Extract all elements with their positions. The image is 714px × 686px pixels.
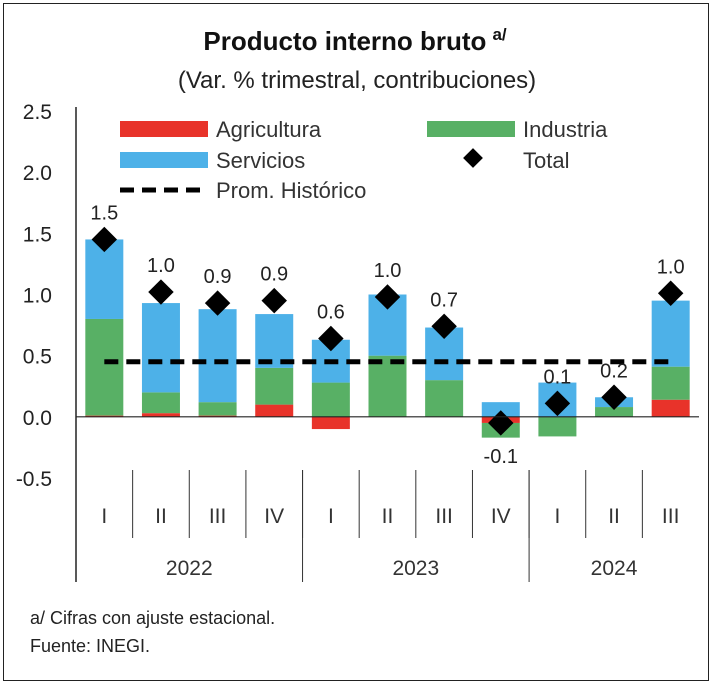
bar-servicios bbox=[651, 300, 690, 367]
x-category-label: I bbox=[554, 505, 560, 528]
total-data-label: 0.9 bbox=[204, 266, 232, 288]
x-category-label: I bbox=[101, 505, 107, 528]
bar-agricultura bbox=[198, 415, 237, 417]
total-marker bbox=[601, 384, 627, 410]
total-marker bbox=[318, 325, 344, 352]
total-data-label: 0.7 bbox=[430, 289, 458, 311]
total-marker bbox=[657, 280, 684, 307]
x-category-label: II bbox=[608, 505, 620, 528]
legend-label-servicios: Servicios bbox=[216, 148, 305, 173]
total-data-label: 0.6 bbox=[317, 302, 345, 324]
bar-agricultura bbox=[651, 399, 690, 417]
total-data-label: 1.0 bbox=[147, 255, 175, 277]
legend-label-promedio: Prom. Histórico bbox=[216, 178, 366, 203]
chart-title-text: Producto interno bruto bbox=[203, 26, 486, 56]
total-data-label: 1.0 bbox=[657, 256, 685, 278]
chart-title: Producto interno bruto a/ bbox=[203, 25, 507, 56]
bar-servicios bbox=[255, 314, 294, 368]
legend-label-agricultura: Agricultura bbox=[216, 117, 322, 142]
legend-swatch-servicios bbox=[120, 152, 208, 168]
bar-layer bbox=[85, 239, 690, 438]
bar-industria bbox=[538, 416, 577, 437]
year-label: 2022 bbox=[166, 557, 213, 580]
total-marker bbox=[374, 284, 401, 310]
footnote: a/ Cifras con ajuste estacional. bbox=[30, 608, 275, 628]
bar-industria bbox=[595, 407, 634, 417]
y-tick-label: -0.5 bbox=[16, 468, 52, 491]
bar-servicios bbox=[198, 309, 237, 403]
bar-agricultura bbox=[255, 404, 294, 417]
total-data-label: 0.9 bbox=[260, 264, 288, 286]
total-data-label: -0.1 bbox=[484, 446, 518, 468]
axis-layer: 2.52.01.51.00.50.0-0.5I II III IV I II III IV I I… bbox=[16, 101, 699, 582]
legend-swatch-industria bbox=[427, 121, 515, 137]
source-note: Fuente: INEGI. bbox=[30, 636, 150, 656]
legend-marker-total-icon bbox=[463, 148, 483, 168]
bar-industria bbox=[311, 382, 350, 417]
total-marker bbox=[148, 279, 174, 305]
bar-servicios bbox=[141, 303, 180, 393]
legend-label-total: Total bbox=[523, 148, 569, 173]
legend-label-industria: Industria bbox=[523, 117, 608, 142]
bar-industria bbox=[425, 380, 464, 417]
total-marker bbox=[544, 390, 571, 417]
bar-servicios bbox=[481, 402, 520, 417]
bar-industria bbox=[368, 355, 407, 417]
bar-agricultura bbox=[85, 415, 124, 417]
year-label: 2023 bbox=[392, 557, 439, 580]
x-category-label: III bbox=[435, 505, 453, 528]
x-category-label: II bbox=[155, 505, 167, 528]
y-tick-label: 0.0 bbox=[23, 407, 52, 430]
x-category-label: IV bbox=[491, 505, 511, 528]
bar-industria bbox=[198, 402, 237, 416]
total-marker bbox=[261, 287, 287, 314]
bar-industria bbox=[85, 318, 124, 416]
x-category-label: III bbox=[662, 505, 680, 528]
chart-title-superscript: a/ bbox=[492, 25, 506, 44]
total-data-label: 0.2 bbox=[600, 360, 628, 382]
year-label: 2024 bbox=[591, 557, 638, 580]
data-label-layer: 1.5 1.0 0.9 0.9 0.6 1.0 0.7 -0.1 0.1 0.2 1.0 bbox=[90, 202, 684, 468]
y-tick-label: 1.0 bbox=[23, 285, 52, 308]
bar-agricultura bbox=[311, 416, 350, 430]
y-tick-label: 2.5 bbox=[23, 101, 52, 124]
bar-industria bbox=[255, 367, 294, 405]
y-tick-label: 2.0 bbox=[23, 162, 52, 185]
legend: Agricultura Industria Servicios Total Pr… bbox=[120, 117, 608, 203]
total-data-label: 0.1 bbox=[544, 366, 572, 388]
bar-industria bbox=[141, 392, 180, 414]
x-category-label: III bbox=[209, 505, 227, 528]
y-tick-label: 1.5 bbox=[23, 223, 52, 246]
bar-industria bbox=[651, 366, 690, 400]
x-category-label: IV bbox=[264, 505, 284, 528]
x-category-label: II bbox=[382, 505, 394, 528]
total-marker bbox=[204, 290, 231, 316]
chart-subtitle: (Var. % trimestral, contribuciones) bbox=[178, 67, 536, 94]
total-marker bbox=[431, 313, 457, 340]
bar-agricultura bbox=[141, 413, 180, 417]
bar-servicios bbox=[85, 239, 124, 319]
total-data-label: 1.0 bbox=[374, 260, 402, 282]
total-marker-layer bbox=[91, 226, 684, 436]
x-category-label: I bbox=[328, 505, 334, 528]
legend-swatch-agricultura bbox=[120, 121, 208, 137]
total-data-label: 1.5 bbox=[90, 202, 118, 224]
y-tick-label: 0.5 bbox=[23, 346, 52, 369]
